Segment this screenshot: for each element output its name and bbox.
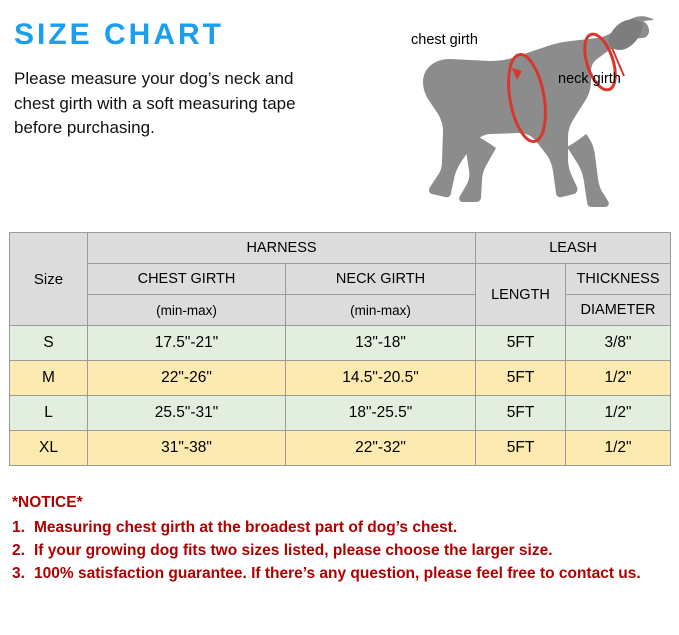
notice-number: 1.: [12, 519, 25, 536]
table-row: L 25.5"-31" 18"-25.5" 5FT 1/2": [9, 395, 672, 431]
size-table-container: Size HARNESS LEASH CHEST GIRTH NECK GIRT…: [9, 232, 672, 466]
cell-thickness: 1/2": [565, 395, 672, 431]
header-length: LENGTH: [475, 263, 567, 326]
header-chest-girth: CHEST GIRTH: [87, 263, 286, 295]
notice-number: 3.: [12, 565, 25, 582]
dog-silhouette-icon: [423, 16, 654, 207]
notice-text: If your growing dog fits two sizes liste…: [34, 542, 553, 559]
table-row: M 22"-26" 14.5"-20.5" 5FT 1/2": [9, 360, 672, 396]
table-group-header-row: Size HARNESS LEASH: [9, 232, 672, 326]
cell-length: 5FT: [475, 325, 567, 361]
notice-heading: *NOTICE*: [12, 494, 83, 511]
cell-chest: 17.5"-21": [87, 325, 286, 361]
notice-block: *NOTICE* 1. Measuring chest girth at the…: [12, 492, 672, 586]
cell-chest: 25.5"-31": [87, 395, 286, 431]
notice-text: Measuring chest girth at the broadest pa…: [34, 519, 458, 536]
table-sub-header-row-1: CHEST GIRTH NECK GIRTH LENGTH THICKNESS: [10, 263, 672, 326]
cell-thickness: 1/2": [565, 430, 672, 466]
cell-size: L: [9, 395, 88, 431]
cell-length: 5FT: [475, 395, 567, 431]
cell-neck: 14.5"-20.5": [284, 360, 477, 396]
header-neck-girth-range: (min-max): [284, 294, 477, 326]
cell-chest: 31"-38": [87, 430, 286, 466]
header-chest-girth-range: (min-max): [87, 294, 286, 326]
table-row: S 17.5"-21" 13"-18" 5FT 3/8": [9, 325, 672, 361]
cell-size: XL: [9, 430, 88, 466]
cell-length: 5FT: [475, 430, 567, 466]
header-size: Size: [9, 232, 88, 326]
header-thickness: THICKNESS: [565, 263, 672, 295]
notice-list: 1. Measuring chest girth at the broadest…: [12, 517, 672, 585]
notice-text: 100% satisfaction guarantee. If there’s …: [34, 565, 641, 582]
cell-thickness: 1/2": [565, 360, 672, 396]
cell-neck: 22"-32": [284, 430, 477, 466]
table-sub-header-row-2: (min-max) (min-max) DIAMETER: [10, 294, 672, 326]
header-harness: HARNESS: [86, 232, 477, 264]
header-neck-girth: NECK GIRTH: [284, 263, 477, 295]
cell-size: S: [9, 325, 88, 361]
list-item: 2. If your growing dog fits two sizes li…: [12, 540, 672, 562]
cell-neck: 13"-18": [284, 325, 477, 361]
dog-illustration: chest girth neck girth: [336, 6, 676, 221]
cell-neck: 18"-25.5": [284, 395, 477, 431]
header-diameter: DIAMETER: [565, 294, 672, 326]
header-leash: LEASH: [475, 232, 672, 264]
notice-number: 2.: [12, 542, 25, 559]
list-item: 1. Measuring chest girth at the broadest…: [12, 517, 672, 539]
cell-length: 5FT: [475, 360, 567, 396]
cell-chest: 22"-26": [87, 360, 286, 396]
intro-text: Please measure your dog’s neck and chest…: [14, 69, 296, 138]
table-row: XL 31"-38" 22"-32" 5FT 1/2": [9, 430, 672, 466]
chest-girth-label: chest girth: [411, 32, 478, 48]
list-item: 3. 100% satisfaction guarantee. If there…: [12, 563, 672, 585]
cell-size: M: [9, 360, 88, 396]
cell-thickness: 3/8": [565, 325, 672, 361]
header-block: SIZE CHART Please measure your dog’s nec…: [14, 18, 334, 141]
neck-girth-label: neck girth: [558, 71, 621, 87]
page-title: SIZE CHART: [14, 18, 224, 51]
size-table: Size HARNESS LEASH CHEST GIRTH NECK GIRT…: [9, 232, 672, 466]
